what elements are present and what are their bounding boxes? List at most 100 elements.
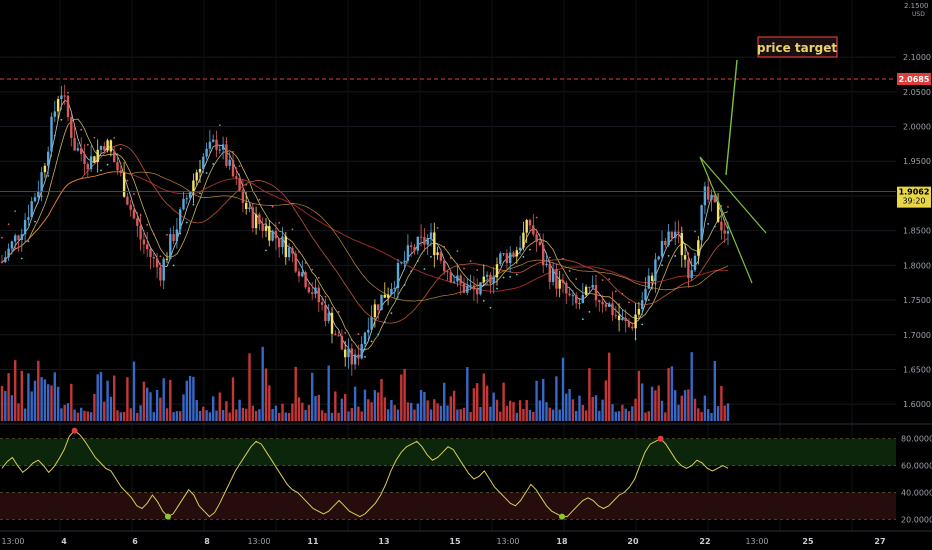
candle-body (581, 294, 584, 304)
candle-body (268, 226, 271, 241)
volume-bar (264, 368, 268, 421)
volume-bar (70, 383, 73, 421)
time-tick-label: 4 (61, 537, 67, 546)
candle-body (670, 231, 674, 239)
volume-bar (175, 411, 179, 421)
candle-body (713, 194, 716, 203)
volume-bar (700, 411, 703, 421)
candle-body (499, 253, 502, 265)
candle-body (400, 262, 403, 264)
volume-bar (360, 411, 363, 421)
volume-bar (63, 404, 66, 421)
candle-body (43, 165, 47, 173)
volume-bar (334, 391, 337, 421)
volume-bar (188, 375, 192, 421)
volume-bar (4, 390, 7, 421)
candle-body (162, 258, 165, 281)
volume-bar (410, 402, 413, 421)
volume-bar (103, 401, 106, 421)
candle-body (0, 261, 4, 263)
sar-dot (245, 183, 248, 186)
volume-bar (575, 410, 578, 421)
trendline-drawings (699, 59, 767, 284)
sar-dot (595, 275, 597, 277)
sar-dot (185, 221, 188, 224)
sar-dot (7, 223, 10, 226)
candle-body (4, 257, 7, 263)
volume-bar (241, 407, 245, 421)
volume-bar (23, 408, 27, 421)
volume-bar (363, 389, 367, 421)
candle-body (357, 354, 360, 359)
candle-body (103, 146, 106, 151)
candle-body (575, 295, 578, 304)
sar-dot (152, 233, 155, 235)
volume-bar (396, 409, 400, 421)
candle-body (40, 172, 43, 192)
volume-bar (106, 380, 109, 421)
sar-dot (113, 136, 116, 139)
price-tick-label: 1.7000 (903, 331, 931, 340)
price-tick-label: 1.6500 (903, 365, 931, 374)
volume-bar (73, 409, 76, 421)
volume-bar (386, 409, 390, 421)
candle-body (601, 302, 604, 305)
candle-body (489, 274, 492, 284)
candle-body (116, 162, 119, 171)
sar-dot (218, 124, 221, 127)
price-target-annotation[interactable]: price target (757, 36, 838, 58)
price-tick-label: 1.8000 (903, 261, 931, 270)
sar-dot (106, 163, 109, 166)
volume-bar (621, 404, 624, 421)
volume-bar (96, 374, 99, 421)
volume-bar (472, 388, 476, 421)
price-axis: 2.1500 USD 2.10002.05002.00001.95001.900… (896, 0, 932, 550)
sar-dot (416, 260, 419, 262)
sar-dot (278, 221, 281, 224)
sar-dot (40, 195, 43, 198)
candle-body (538, 241, 542, 246)
candle-body (337, 335, 340, 337)
volume-bar (697, 408, 700, 421)
candle-body (687, 259, 690, 279)
candle-body (159, 267, 162, 281)
candle-body (330, 312, 334, 334)
volume-bar (436, 403, 439, 421)
volume-bar (83, 410, 86, 421)
candle-body (80, 148, 83, 155)
candle-body (677, 231, 680, 234)
time-tick-label: 6 (132, 537, 138, 546)
candle-body (56, 99, 60, 112)
sar-dot (324, 295, 327, 298)
volume-bar (604, 380, 608, 421)
candle-body (297, 271, 301, 277)
volume-bar (416, 403, 419, 421)
ma-orange-line (1, 171, 729, 302)
sar-dot (403, 284, 406, 286)
candle-body (667, 231, 670, 245)
candle-body (436, 252, 439, 256)
candle-body (660, 240, 664, 257)
candle-body (218, 149, 221, 151)
candle-body (525, 219, 528, 233)
sar-dot (469, 260, 472, 263)
candle-body (634, 314, 637, 329)
volume-bar (707, 409, 710, 421)
candle-body (367, 329, 370, 333)
sar-dot (456, 250, 459, 253)
candle-body (482, 276, 485, 283)
sar-dot (410, 270, 413, 273)
candle-body (30, 201, 33, 218)
volume-bar (373, 390, 377, 421)
candle-body (578, 303, 581, 305)
candle-body (690, 270, 693, 279)
candle-body (571, 295, 575, 297)
candle-body (129, 204, 132, 210)
candle-body (466, 285, 469, 293)
candle-body (294, 253, 297, 272)
sar-dot (436, 227, 439, 229)
sar-dot (271, 205, 274, 208)
sar-dot (397, 286, 399, 289)
volume-bar (231, 377, 235, 421)
